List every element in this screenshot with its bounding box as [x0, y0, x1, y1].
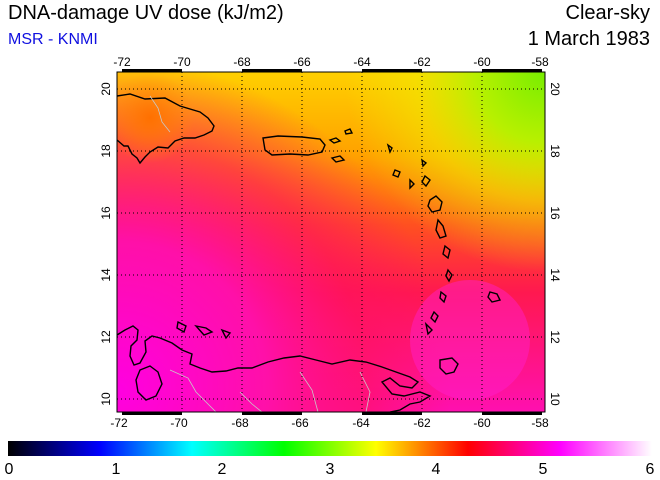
lat-tick-right: 18	[548, 144, 562, 158]
colorbar-tick: 0	[5, 461, 14, 478]
lat-tick-right: 14	[548, 268, 562, 282]
lat-tick-left: 10	[99, 392, 113, 406]
lat-tick-left: 20	[99, 82, 113, 96]
lon-tick-top: -66	[293, 55, 311, 69]
lon-tick-bottom: -66	[291, 416, 309, 430]
lat-tick-left: 16	[99, 206, 113, 220]
colorbar-tick: 2	[218, 461, 227, 478]
map-border-bands	[122, 69, 542, 415]
colorbar-tick: 5	[539, 461, 548, 478]
lon-tick-top: -62	[413, 55, 431, 69]
hispaniola-coast	[117, 93, 215, 165]
lat-tick-right: 16	[548, 206, 562, 220]
lon-tick-bottom: -68	[231, 416, 249, 430]
lon-ticks-bottom: -72 -70 -68 -66 -64 -62 -60 -58	[110, 416, 549, 430]
colorbar-ticks: 0 1 2 3 4 5 6	[5, 461, 655, 478]
lat-ticks-right: 20 18 16 14 12 10	[548, 82, 562, 406]
colorbar-tick: 1	[112, 461, 121, 478]
lat-tick-left: 14	[99, 268, 113, 282]
colorbar-tick: 3	[326, 461, 335, 478]
trinidad	[439, 357, 459, 375]
colorbar-tick: 6	[646, 461, 655, 478]
map-title: DNA-damage UV dose (kJ/m2)	[8, 2, 284, 24]
sky-condition-label: Clear-sky	[565, 2, 650, 24]
lon-tick-top: -72	[113, 55, 131, 69]
lon-tick-bottom: -62	[413, 416, 431, 430]
lat-ticks-left: 20 18 16 14 12 10	[99, 82, 113, 406]
lon-tick-top: -64	[353, 55, 371, 69]
lake-maracaibo	[135, 365, 163, 401]
lon-tick-top: -68	[233, 55, 251, 69]
lon-ticks-top: -72 -70 -68 -66 -64 -62 -60 -58	[113, 55, 549, 69]
colorbar	[8, 441, 652, 456]
lat-tick-right: 12	[548, 330, 562, 344]
lon-tick-bottom: -72	[110, 416, 128, 430]
lesser-antilles	[386, 143, 502, 336]
lon-tick-top: -58	[531, 55, 549, 69]
lon-tick-bottom: -58	[531, 416, 549, 430]
graticule	[117, 72, 545, 412]
lat-tick-left: 12	[99, 330, 113, 344]
borders	[149, 95, 371, 412]
lon-tick-bottom: -70	[170, 416, 188, 430]
lon-tick-top: -70	[173, 55, 191, 69]
puerto-rico-coast	[262, 135, 326, 156]
date-label: 1 March 1983	[527, 28, 650, 50]
coastlines	[117, 93, 502, 412]
colorbar-tick: 4	[432, 461, 441, 478]
lon-tick-top: -60	[473, 55, 491, 69]
venezuela-coast	[117, 325, 432, 412]
lat-tick-right: 10	[548, 392, 562, 406]
lat-tick-left: 18	[99, 144, 113, 158]
source-label: MSR - KNMI	[8, 31, 98, 48]
lat-tick-right: 20	[548, 82, 562, 96]
virgin-islands	[328, 128, 354, 163]
abc-islands	[176, 320, 232, 340]
map-frame	[116, 71, 546, 413]
lon-tick-bottom: -64	[352, 416, 370, 430]
uv-dose-field	[117, 72, 545, 412]
lon-tick-bottom: -60	[473, 416, 491, 430]
